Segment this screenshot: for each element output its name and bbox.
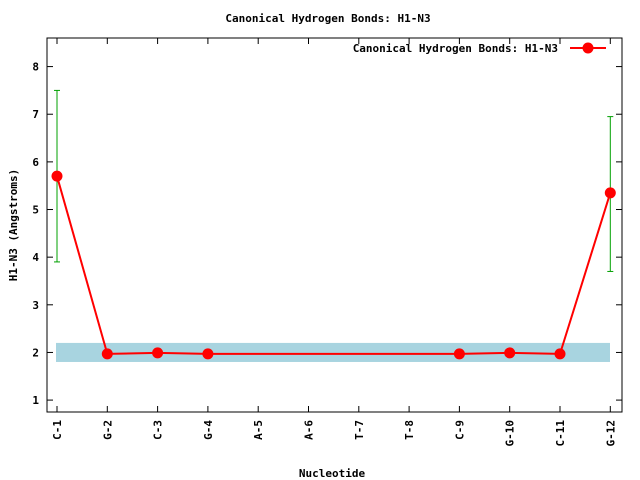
data-point xyxy=(51,170,63,182)
y-tick-label: 4 xyxy=(32,251,39,264)
y-tick-label: 7 xyxy=(32,108,39,121)
legend-label: Canonical Hydrogen Bonds: H1-N3 xyxy=(353,42,558,55)
error-bars xyxy=(54,89,614,272)
y-tick-label: 3 xyxy=(32,299,39,312)
reference-band-group xyxy=(56,342,610,362)
legend: Canonical Hydrogen Bonds: H1-N3 xyxy=(353,42,606,55)
x-axis-label: Nucleotide xyxy=(299,467,366,480)
x-tick-label: C-9 xyxy=(453,420,466,440)
x-tick-label: G-2 xyxy=(101,420,114,440)
x-tick-label: G-12 xyxy=(604,420,617,447)
x-tick-label: A-6 xyxy=(303,420,316,440)
x-tick-label: A-5 xyxy=(252,420,265,440)
series-points xyxy=(51,170,616,360)
data-point xyxy=(101,348,113,360)
y-tick-label: 5 xyxy=(32,204,39,217)
data-point xyxy=(604,187,616,199)
reference-band xyxy=(56,342,610,362)
y-axis-label: H1-N3 (Angstroms) xyxy=(7,169,20,282)
x-tick-label: G-10 xyxy=(504,420,517,447)
data-point xyxy=(554,348,566,360)
axis-ticks: 1 2 3 4 5 6 7 8 C-1 G-2 C-3 G-4 A-5 A-6 T-7 T-8 C-9 G-10 C… xyxy=(32,38,622,447)
x-tick-label: T-7 xyxy=(353,420,366,440)
x-tick-label: G-4 xyxy=(202,420,215,440)
y-tick-label: 8 xyxy=(32,61,39,74)
data-point xyxy=(152,347,164,359)
series-line xyxy=(56,175,612,355)
x-tick-label: C-1 xyxy=(51,420,64,440)
series-line-group xyxy=(56,175,612,355)
plot-frame xyxy=(46,37,623,413)
data-point xyxy=(202,348,214,360)
y-tick-label: 6 xyxy=(32,156,39,169)
data-point xyxy=(504,347,516,359)
x-tick-label: T-8 xyxy=(403,420,416,440)
y-tick-label: 1 xyxy=(32,394,39,407)
legend-marker-sample xyxy=(582,42,594,54)
x-tick-label: C-11 xyxy=(554,420,567,447)
y-tick-label: 2 xyxy=(32,346,39,359)
data-point xyxy=(453,348,465,360)
x-tick-label: C-3 xyxy=(152,420,165,440)
chart-title: Canonical Hydrogen Bonds: H1-N3 xyxy=(225,12,430,25)
